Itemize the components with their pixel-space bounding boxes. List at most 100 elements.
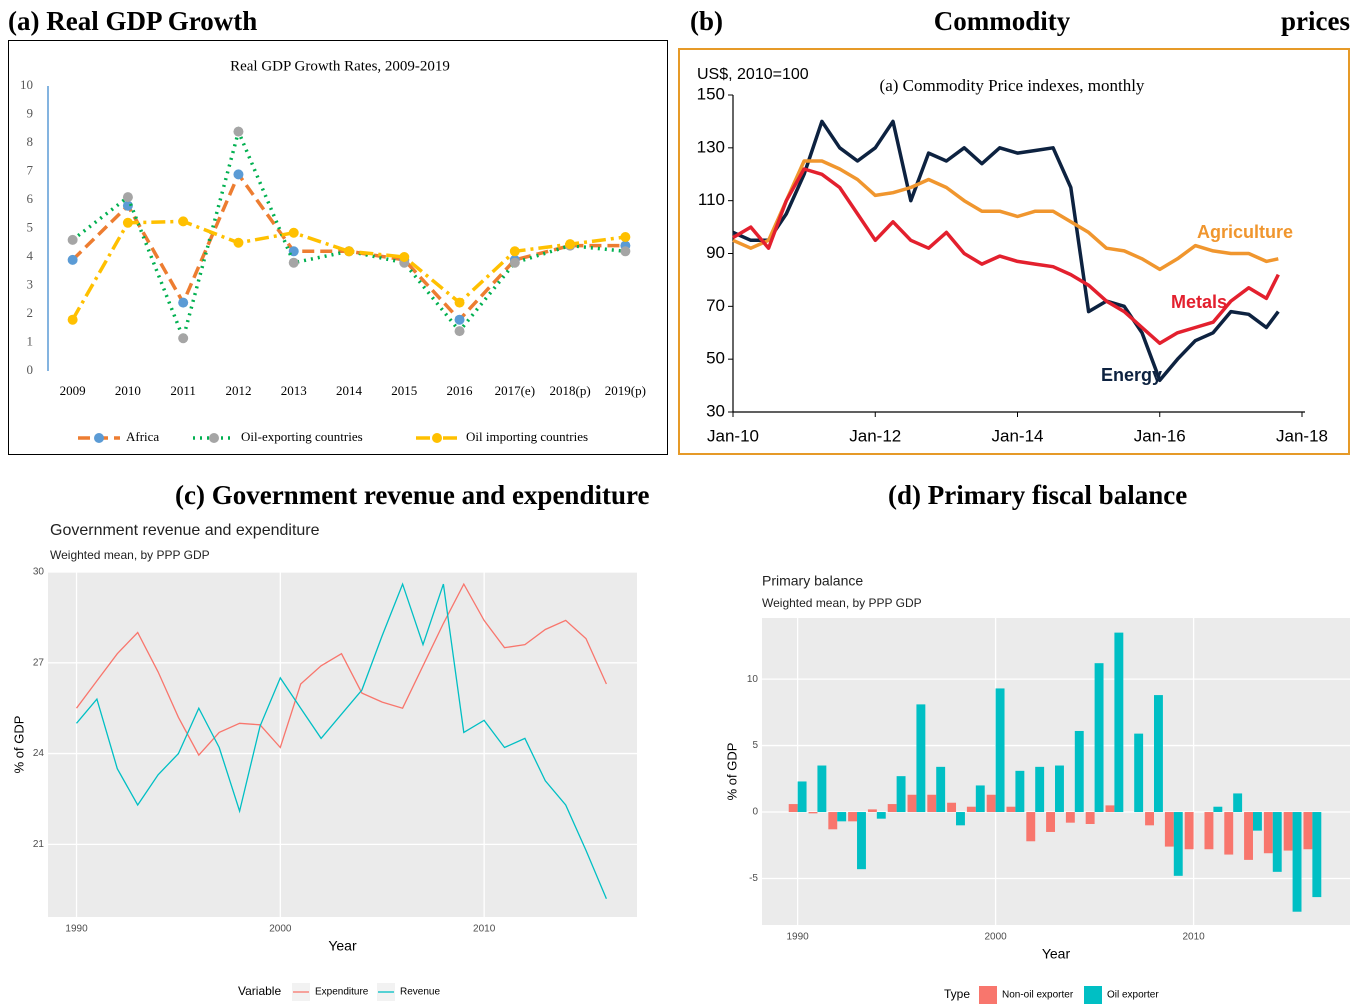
y-tick-label: 0 bbox=[27, 362, 34, 377]
bar bbox=[936, 766, 946, 813]
x-tick-label: 2000 bbox=[984, 932, 1007, 943]
x-tick-label: 2017(e) bbox=[495, 383, 535, 398]
legend-swatch bbox=[979, 986, 997, 1004]
bar bbox=[1173, 812, 1183, 876]
y-tick-label: 5 bbox=[752, 740, 758, 751]
x-tick-label: Jan-18 bbox=[1276, 426, 1328, 445]
legend-marker bbox=[94, 433, 104, 443]
y-tick-label: 2 bbox=[27, 305, 34, 320]
bar bbox=[927, 794, 937, 813]
bar bbox=[1134, 733, 1144, 813]
y-tick-label: 10 bbox=[20, 77, 33, 92]
data-point bbox=[67, 254, 78, 265]
chart-title: (a) Commodity Price indexes, monthly bbox=[880, 76, 1145, 95]
bar bbox=[1026, 812, 1036, 842]
data-line bbox=[732, 119, 1280, 383]
data-point bbox=[565, 239, 576, 250]
bar bbox=[1312, 812, 1322, 898]
data-point bbox=[620, 232, 631, 243]
series-label: Agriculture bbox=[1197, 222, 1293, 242]
bar bbox=[808, 812, 818, 814]
x-tick-label: 2015 bbox=[391, 383, 417, 398]
chart-subtitle: Weighted mean, by PPP GDP bbox=[50, 548, 210, 562]
y-tick-label: 4 bbox=[27, 248, 34, 263]
x-tick-label: 2016 bbox=[447, 383, 474, 398]
y-tick-label: 5 bbox=[27, 219, 34, 234]
data-point bbox=[178, 216, 189, 227]
data-point bbox=[233, 126, 244, 137]
x-tick-label: 2014 bbox=[336, 383, 363, 398]
x-tick-label: 1990 bbox=[65, 924, 88, 935]
x-tick-label: 2012 bbox=[225, 383, 251, 398]
y-tick-label: 27 bbox=[33, 657, 45, 668]
x-tick-label: Jan-10 bbox=[707, 426, 759, 445]
data-point bbox=[178, 297, 189, 308]
data-point bbox=[454, 326, 465, 337]
series-label: Energy bbox=[1101, 365, 1162, 385]
data-point bbox=[509, 246, 520, 257]
y-tick-label: 50 bbox=[706, 349, 725, 368]
y-tick-label: 150 bbox=[697, 84, 725, 103]
x-tick-label: 2011 bbox=[170, 383, 196, 398]
data-point bbox=[233, 169, 244, 180]
chart-title: Real GDP Growth Rates, 2009-2019 bbox=[230, 58, 450, 74]
x-tick-label: 2013 bbox=[281, 383, 307, 398]
y-tick-label: 8 bbox=[27, 134, 34, 149]
y-tick-label: 21 bbox=[33, 839, 45, 850]
bar bbox=[1046, 812, 1056, 832]
data-point bbox=[509, 257, 520, 268]
data-point bbox=[233, 237, 244, 248]
legend-label: Africa bbox=[126, 429, 159, 444]
x-tick-label: 2000 bbox=[269, 924, 292, 935]
data-point bbox=[454, 297, 465, 308]
series-label: Metals bbox=[1171, 292, 1227, 312]
y-tick-label: 110 bbox=[698, 190, 725, 209]
bar bbox=[1006, 806, 1016, 813]
x-tick-label: Jan-16 bbox=[1134, 426, 1186, 445]
legend-label: Oil-exporting countries bbox=[241, 429, 363, 444]
bar bbox=[1252, 812, 1262, 831]
legend-label: Oil exporter bbox=[1107, 990, 1159, 1001]
bar bbox=[947, 802, 957, 813]
legend-marker bbox=[432, 433, 442, 443]
bar bbox=[1105, 805, 1115, 813]
bar bbox=[1035, 766, 1045, 813]
bar bbox=[837, 812, 847, 822]
bar bbox=[916, 704, 926, 813]
bar bbox=[986, 794, 996, 813]
chart-subtitle: Weighted mean, by PPP GDP bbox=[762, 596, 922, 610]
y-tick-label: 90 bbox=[706, 243, 725, 262]
panel-heading: (d) Primary fiscal balance bbox=[888, 480, 1188, 510]
chart-title: Primary balance bbox=[762, 573, 863, 589]
bar bbox=[1065, 812, 1075, 823]
data-point bbox=[399, 252, 410, 262]
bar bbox=[956, 812, 965, 826]
data-point bbox=[288, 227, 299, 238]
data-point bbox=[288, 257, 299, 268]
bar bbox=[797, 781, 807, 813]
legend-marker bbox=[209, 433, 219, 443]
chart-title: Government revenue and expenditure bbox=[50, 522, 320, 539]
x-axis-label: Year bbox=[1042, 946, 1071, 962]
y-tick-label: -5 bbox=[749, 873, 758, 884]
y-tick-label: 30 bbox=[33, 567, 45, 578]
x-tick-label: 2009 bbox=[60, 383, 86, 398]
data-point bbox=[67, 314, 78, 325]
data-line bbox=[732, 159, 1279, 272]
y-tick-label: 9 bbox=[27, 105, 34, 120]
bar bbox=[876, 812, 886, 819]
bar bbox=[1283, 812, 1293, 851]
bar bbox=[975, 785, 985, 813]
bar bbox=[1074, 730, 1084, 813]
y-tick-label: 3 bbox=[27, 276, 34, 291]
x-tick-label: Jan-12 bbox=[849, 426, 901, 445]
bar bbox=[1204, 812, 1214, 850]
data-line bbox=[76, 582, 607, 900]
bar bbox=[1085, 812, 1095, 824]
data-line bbox=[732, 167, 1280, 346]
bar bbox=[1055, 765, 1064, 813]
legend-title: Variable bbox=[238, 984, 281, 998]
bar bbox=[828, 812, 838, 830]
